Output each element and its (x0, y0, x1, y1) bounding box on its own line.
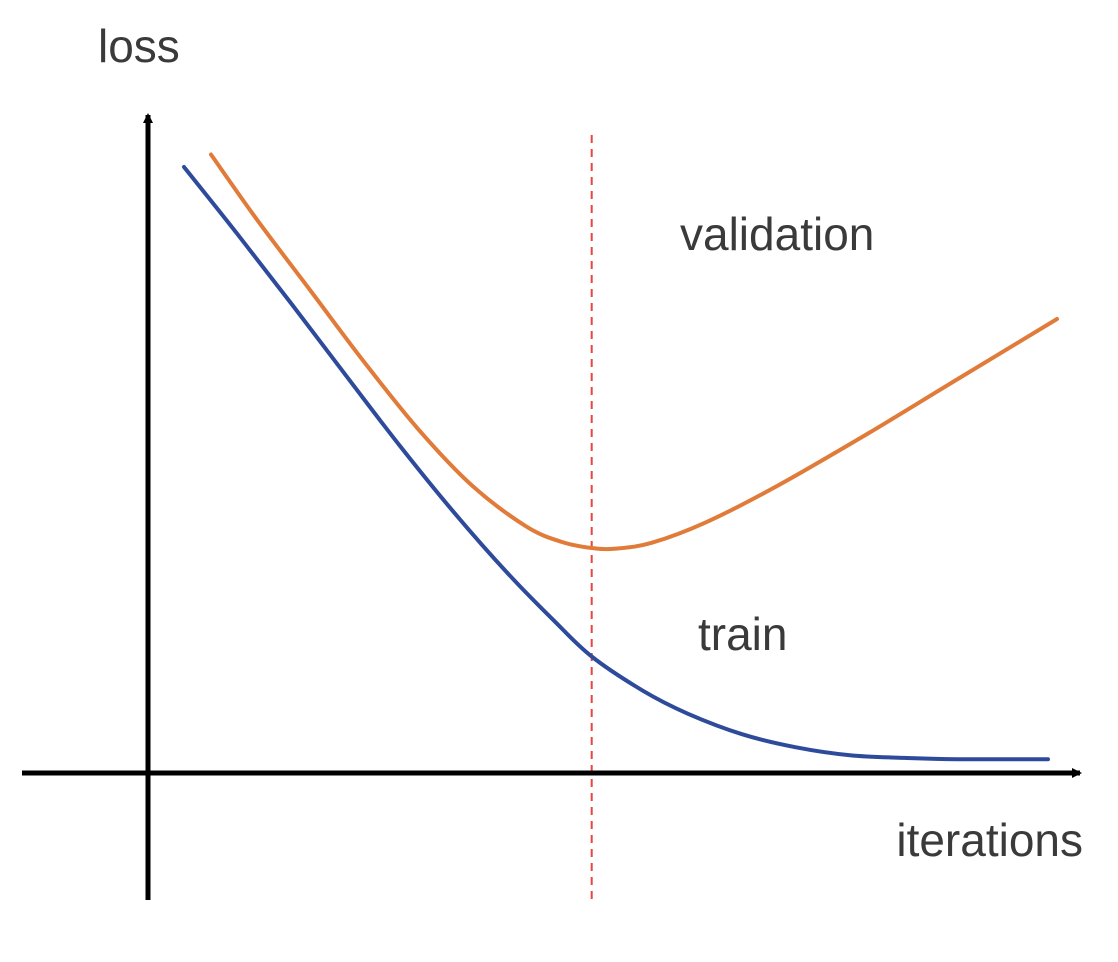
plot-area (182, 135, 1059, 905)
series-label-validation: validation (680, 208, 874, 260)
x-axis-label: iterations (896, 814, 1083, 866)
series-label-train: train (698, 608, 787, 660)
series-line-validation (209, 152, 1059, 552)
series-line-train (182, 165, 1050, 762)
y-axis-label: loss (98, 20, 180, 72)
